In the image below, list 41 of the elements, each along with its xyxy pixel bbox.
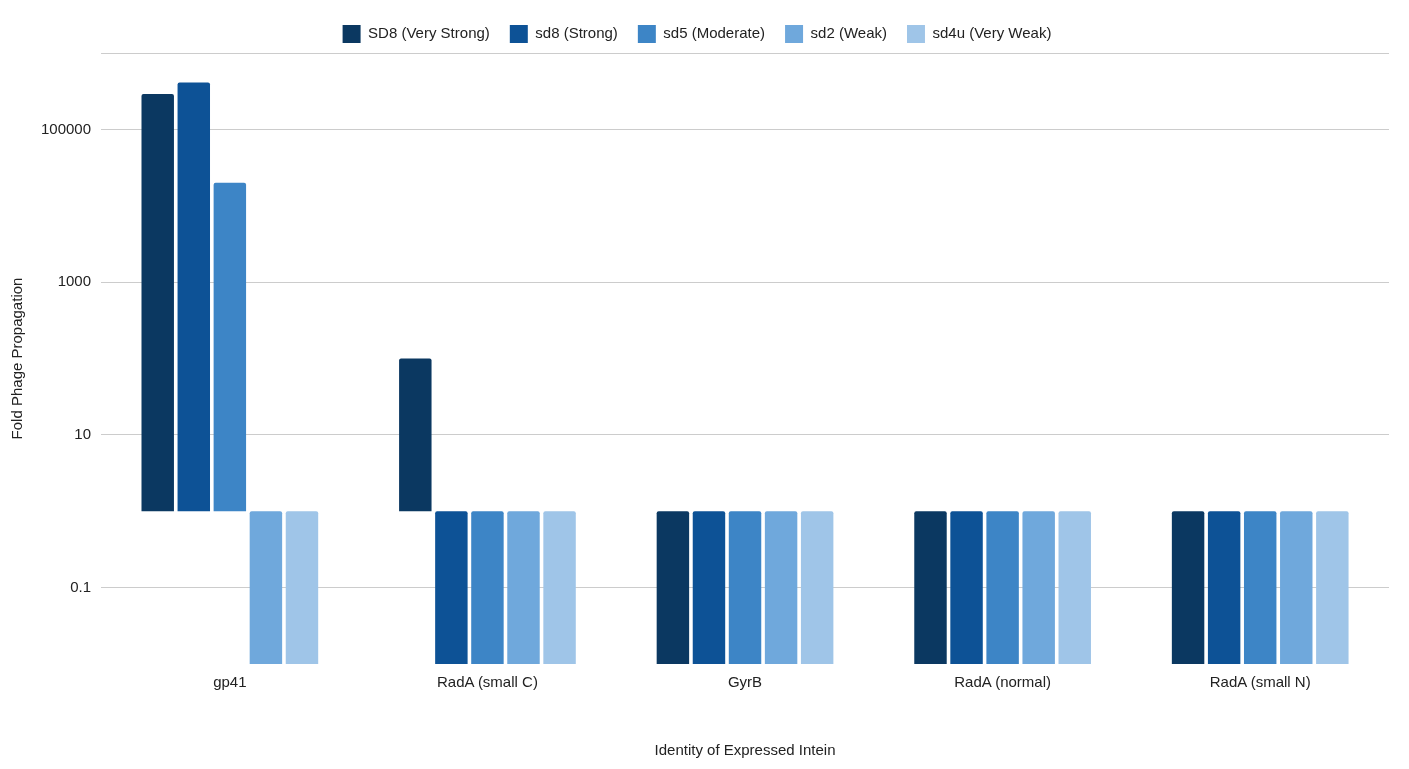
y-axis-title: Fold Phage Propagation bbox=[8, 277, 26, 440]
x-tick-label: RadA (normal) bbox=[954, 673, 1051, 691]
bar bbox=[177, 82, 211, 512]
bar bbox=[471, 511, 504, 664]
bar bbox=[249, 511, 283, 664]
x-tick-label: RadA (small N) bbox=[1209, 673, 1311, 691]
legend-label: SD8 (Very Strong) bbox=[368, 24, 490, 42]
bar bbox=[1243, 511, 1277, 664]
bar bbox=[986, 511, 1019, 664]
bar bbox=[543, 511, 576, 664]
legend-label: sd4u (Very Weak) bbox=[932, 24, 1052, 42]
bar bbox=[1207, 511, 1241, 664]
bar bbox=[1058, 511, 1091, 664]
legend-label: sd2 (Weak) bbox=[810, 24, 887, 42]
x-tick-label: RadA (small C) bbox=[437, 673, 538, 691]
bar bbox=[656, 511, 690, 664]
bar bbox=[692, 511, 726, 664]
bar bbox=[399, 358, 432, 512]
bar bbox=[507, 511, 540, 664]
bar bbox=[950, 511, 983, 664]
bar bbox=[1171, 511, 1205, 664]
y-tick-label: 10 bbox=[74, 425, 92, 443]
bar bbox=[728, 511, 762, 664]
x-tick-label: gp41 bbox=[213, 673, 247, 691]
bar bbox=[141, 94, 174, 512]
x-tick-label: GyrB bbox=[727, 673, 763, 691]
bar bbox=[1280, 511, 1313, 664]
bar bbox=[764, 511, 798, 664]
bar bbox=[914, 511, 947, 664]
y-tick-label: 0.1 bbox=[70, 577, 92, 595]
bar bbox=[213, 182, 247, 512]
bar bbox=[435, 511, 468, 664]
bar bbox=[1022, 511, 1055, 664]
bar bbox=[800, 511, 834, 664]
bar bbox=[285, 511, 319, 664]
x-axis-title: Identity of Expressed Intein bbox=[654, 741, 836, 759]
bar bbox=[1316, 511, 1349, 664]
y-tick-label: 100000 bbox=[40, 119, 92, 137]
y-tick-label: 1000 bbox=[57, 272, 92, 290]
legend-label: sd5 (Moderate) bbox=[663, 24, 766, 42]
legend-label: sd8 (Strong) bbox=[535, 24, 618, 42]
